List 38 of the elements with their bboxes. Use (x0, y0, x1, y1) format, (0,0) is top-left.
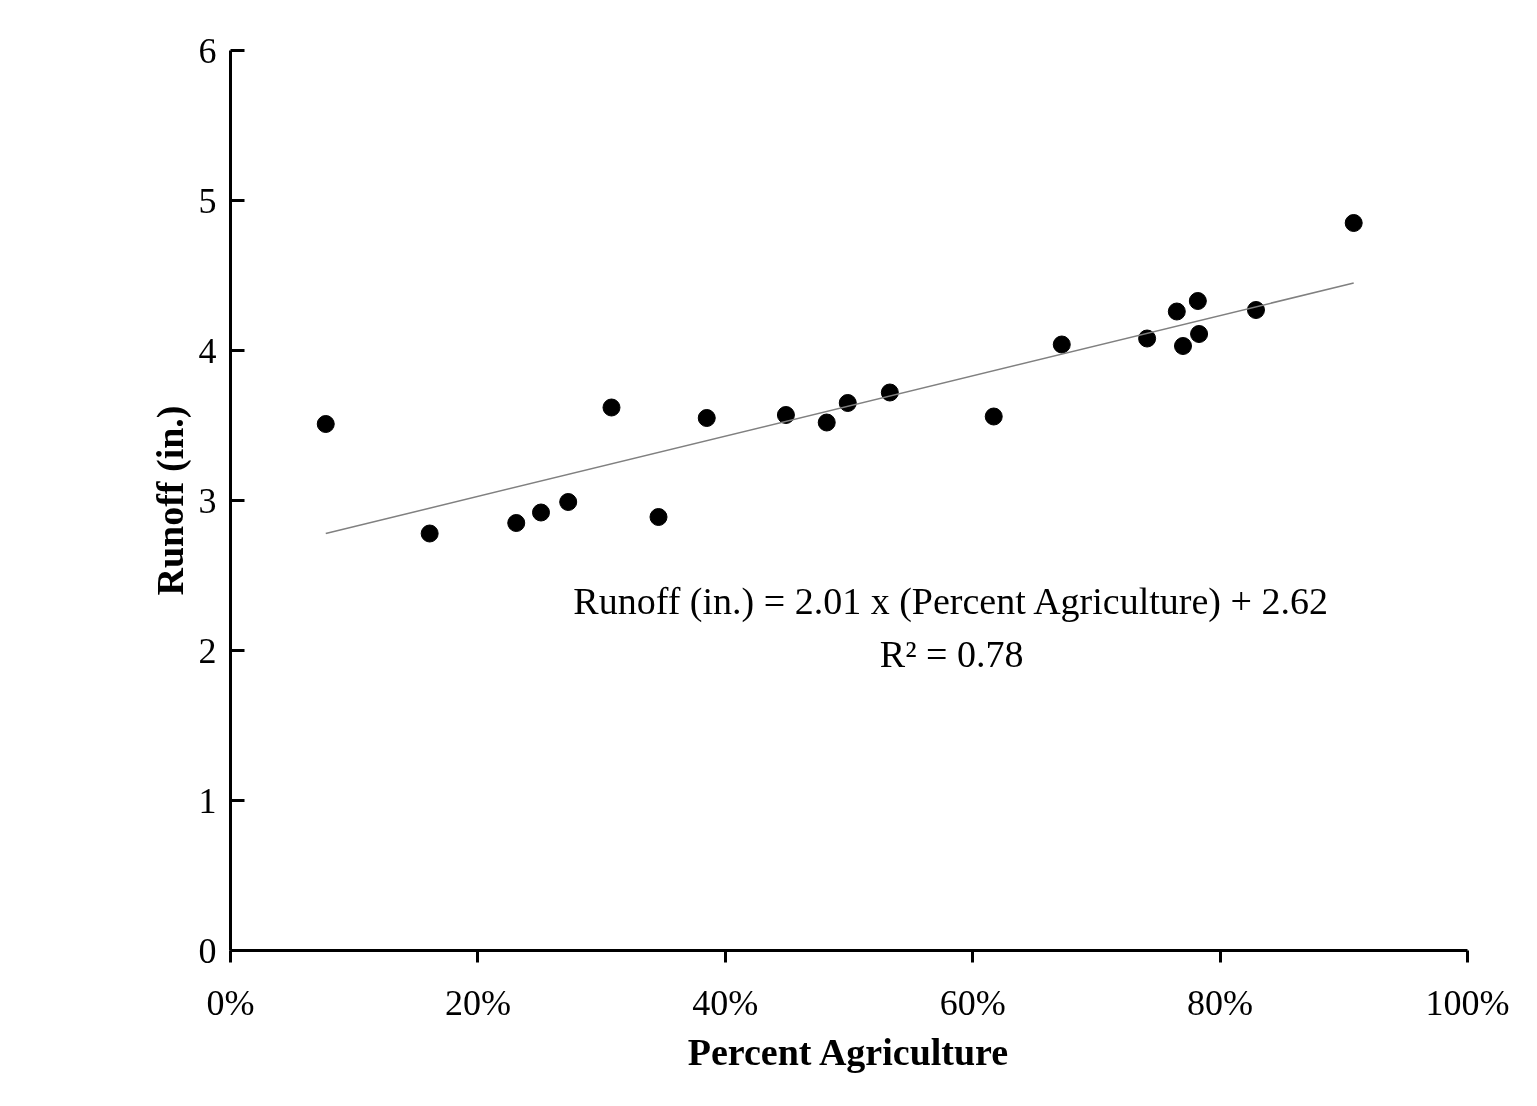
point (817, 413, 836, 432)
point (697, 409, 716, 427)
y-tick-label: 0 (198, 930, 217, 971)
x-tick-label: 100% (1425, 982, 1510, 1023)
point (1190, 325, 1209, 343)
point (1167, 302, 1186, 321)
y-tick-label: 1 (198, 780, 217, 821)
point (649, 508, 668, 526)
y-tick-label: 6 (198, 30, 217, 71)
y-axis-title: Runoff (in.) (148, 405, 192, 596)
point (316, 415, 335, 433)
point (880, 383, 899, 402)
point (602, 398, 621, 417)
y-tick-label: 5 (198, 180, 217, 221)
y-tick-label: 2 (198, 630, 217, 671)
x-tick-label: 60% (939, 982, 1006, 1023)
point (1344, 214, 1363, 232)
point (420, 524, 439, 543)
x-tick-label: 40% (692, 982, 759, 1023)
point (1173, 337, 1192, 355)
x-tick-label: 80% (1187, 982, 1254, 1023)
x-axis-title: Percent Agriculture (687, 1030, 1009, 1073)
y-tick-label: 4 (198, 330, 217, 371)
point (1138, 329, 1157, 348)
point (776, 406, 795, 424)
point (838, 394, 857, 412)
x-tick-label: 20% (444, 982, 511, 1023)
point (1052, 335, 1071, 354)
point (984, 407, 1003, 426)
x-tick-label: 0% (206, 982, 255, 1023)
annotation: R² = 0.78 (879, 632, 1024, 675)
point (1188, 292, 1207, 310)
y-tick-label: 3 (198, 480, 217, 521)
point (507, 514, 526, 532)
point (1246, 301, 1265, 319)
annotation: Runoff (in.) = 2.01 x (Percent Agriculture) + 2.62 (573, 580, 1328, 623)
point (531, 503, 550, 522)
point (559, 493, 578, 511)
